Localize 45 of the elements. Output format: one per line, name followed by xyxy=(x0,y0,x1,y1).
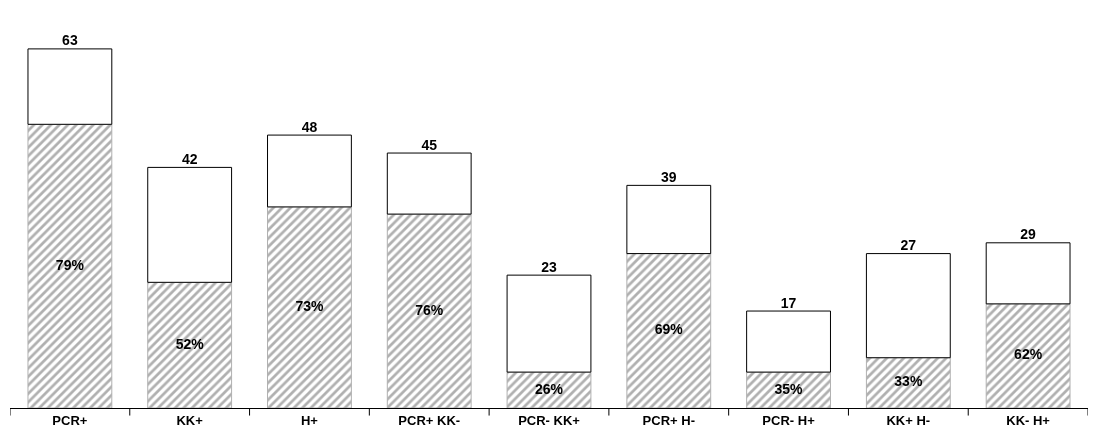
x-tick-label: PCR- H+ xyxy=(762,412,816,428)
annotation: 27 xyxy=(900,237,917,254)
text: 63 xyxy=(62,32,78,49)
annotation: 42 xyxy=(181,150,198,167)
annotation: 48 xyxy=(301,118,318,135)
annotation: 17 xyxy=(780,294,797,311)
annotation: 79% xyxy=(55,256,85,273)
bar xyxy=(746,310,831,373)
bar xyxy=(746,371,831,408)
bar xyxy=(27,123,113,408)
annotation: 69% xyxy=(654,321,684,338)
annotation: 23 xyxy=(541,258,557,275)
bar xyxy=(985,303,1071,408)
bar xyxy=(985,242,1071,305)
x-tick-label: PCR- KK+ xyxy=(518,412,581,428)
bar xyxy=(626,184,712,255)
bar xyxy=(506,371,592,408)
bar xyxy=(626,253,712,408)
bar xyxy=(27,48,113,125)
annotation: 76% xyxy=(415,301,444,318)
bar xyxy=(267,134,352,208)
annotation: 39 xyxy=(660,168,677,185)
x-tick-label: PCR+ KK- xyxy=(398,412,461,428)
x-tick-label: PCR+ H- xyxy=(642,412,695,428)
bar xyxy=(267,206,352,408)
x-tick-label: KK+ H- xyxy=(886,412,931,428)
annotation: 62% xyxy=(1014,346,1043,363)
x-tick-label: H+ xyxy=(300,412,319,428)
x-tick-label: PCR+ xyxy=(52,412,88,428)
bar xyxy=(865,253,951,359)
x-tick-label: KK+ xyxy=(176,412,204,428)
annotation: 73% xyxy=(295,297,324,314)
annotation: 29 xyxy=(1020,226,1037,243)
bar xyxy=(147,281,233,408)
annotation: 33% xyxy=(894,373,923,390)
x-tick-label: KK- H+ xyxy=(1006,412,1051,428)
annotation: 35% xyxy=(774,380,804,397)
bar xyxy=(386,213,472,408)
annotation: 45 xyxy=(421,136,438,153)
bar xyxy=(386,152,472,215)
annotation: 52% xyxy=(175,335,205,352)
annotation: 26% xyxy=(534,380,564,397)
bar xyxy=(147,166,233,283)
bar xyxy=(506,274,592,373)
bar xyxy=(865,357,951,408)
